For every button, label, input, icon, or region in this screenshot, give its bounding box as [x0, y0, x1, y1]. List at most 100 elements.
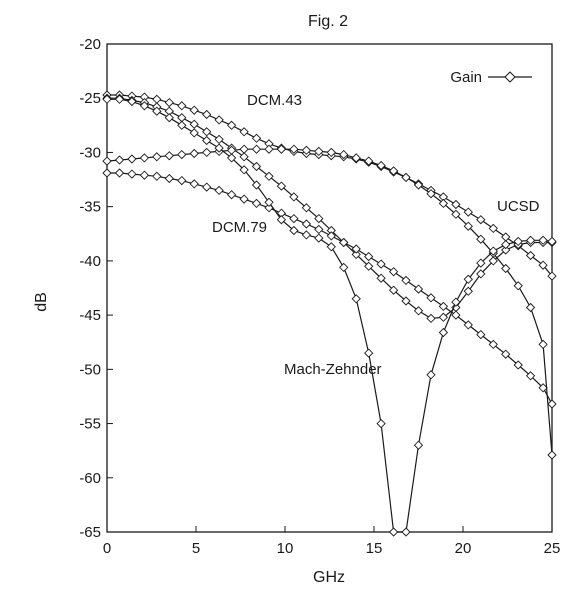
data-point: [114, 168, 125, 178]
data-point: [451, 310, 461, 320]
x-tick-label: 5: [192, 540, 200, 557]
series-1: [102, 93, 557, 324]
y-tick-label: -20: [79, 36, 101, 53]
data-point: [476, 215, 486, 225]
data-point: [488, 256, 498, 266]
data-point: [164, 97, 174, 108]
data-point: [239, 127, 249, 137]
data-point: [177, 113, 187, 123]
data-point: [177, 101, 187, 111]
data-point: [164, 151, 174, 161]
y-tick-label: -25: [79, 90, 101, 107]
data-point: [276, 144, 287, 154]
data-point: [463, 274, 473, 284]
data-point: [289, 225, 299, 236]
data-point: [164, 113, 174, 123]
data-point: [463, 221, 473, 231]
data-point: [326, 147, 336, 158]
series-4: [102, 94, 557, 537]
data-point: [189, 148, 199, 159]
data-point: [102, 168, 112, 178]
data-point: [177, 175, 187, 186]
data-point: [451, 209, 461, 219]
y-tick-label: -45: [79, 307, 101, 324]
data-point: [339, 149, 349, 160]
y-tick-label: -40: [79, 253, 101, 270]
data-point: [301, 230, 312, 240]
y-tick-label: -60: [79, 470, 101, 487]
series-line: [106, 148, 553, 456]
data-point: [426, 189, 436, 199]
data-point: [426, 293, 436, 303]
data-point: [388, 527, 399, 537]
data-point: [451, 199, 461, 210]
annotation-mach-zehnder: Mach-Zehnder: [284, 361, 382, 378]
data-point: [189, 179, 199, 189]
data-point: [276, 215, 287, 225]
data-point: [401, 172, 411, 183]
y-tick-label: -30: [79, 144, 101, 161]
data-point: [152, 171, 162, 181]
data-point: [476, 258, 486, 268]
data-point: [264, 197, 274, 207]
annotation-ucsd: UCSD: [497, 198, 540, 215]
series-3: [102, 144, 557, 460]
data-point: [189, 119, 199, 129]
data-point: [226, 153, 237, 163]
data-point: [226, 120, 237, 130]
data-point: [239, 144, 249, 154]
data-point: [301, 219, 312, 229]
data-point: [202, 135, 212, 146]
data-point: [164, 173, 174, 184]
x-tick-label: 20: [455, 540, 472, 557]
data-point: [351, 244, 361, 254]
data-point: [239, 194, 249, 204]
data-point: [189, 128, 199, 138]
data-point: [525, 371, 536, 381]
data-point: [501, 232, 511, 242]
data-point: [152, 152, 162, 162]
data-point: [501, 349, 511, 359]
data-point: [413, 306, 424, 316]
data-point: [547, 450, 557, 460]
data-point: [463, 320, 473, 330]
data-point: [226, 190, 237, 200]
data-point: [426, 313, 436, 324]
data-point: [463, 286, 473, 296]
data-point: [351, 249, 361, 260]
legend: Gain: [450, 69, 532, 86]
y-tick-label: -50: [79, 361, 101, 378]
data-point: [214, 134, 224, 145]
data-point: [251, 180, 262, 190]
data-point: [202, 182, 212, 192]
data-point: [364, 348, 374, 358]
data-point: [438, 312, 449, 322]
data-point: [152, 94, 162, 104]
data-point: [214, 143, 224, 153]
data-point: [239, 165, 249, 175]
data-point: [301, 145, 312, 155]
data-point: [214, 185, 224, 196]
legend-diamond-marker: [504, 71, 516, 83]
data-point: [114, 155, 125, 165]
data-point: [127, 154, 137, 164]
data-point: [114, 94, 125, 104]
data-point: [264, 171, 274, 181]
data-point: [376, 259, 386, 269]
data-point: [476, 269, 486, 279]
data-point: [376, 160, 386, 171]
data-point: [326, 231, 336, 241]
data-point: [189, 105, 199, 115]
data-point: [127, 169, 137, 179]
data-point: [547, 399, 557, 409]
data-point: [314, 213, 324, 224]
data-point: [364, 156, 374, 166]
data-point: [339, 262, 349, 273]
data-point: [501, 239, 511, 250]
data-point: [314, 224, 324, 235]
data-point: [314, 146, 324, 157]
data-point: [438, 301, 449, 312]
y-tick-label: -55: [79, 416, 101, 433]
x-tick-label: 10: [277, 540, 294, 557]
data-point: [547, 271, 557, 281]
